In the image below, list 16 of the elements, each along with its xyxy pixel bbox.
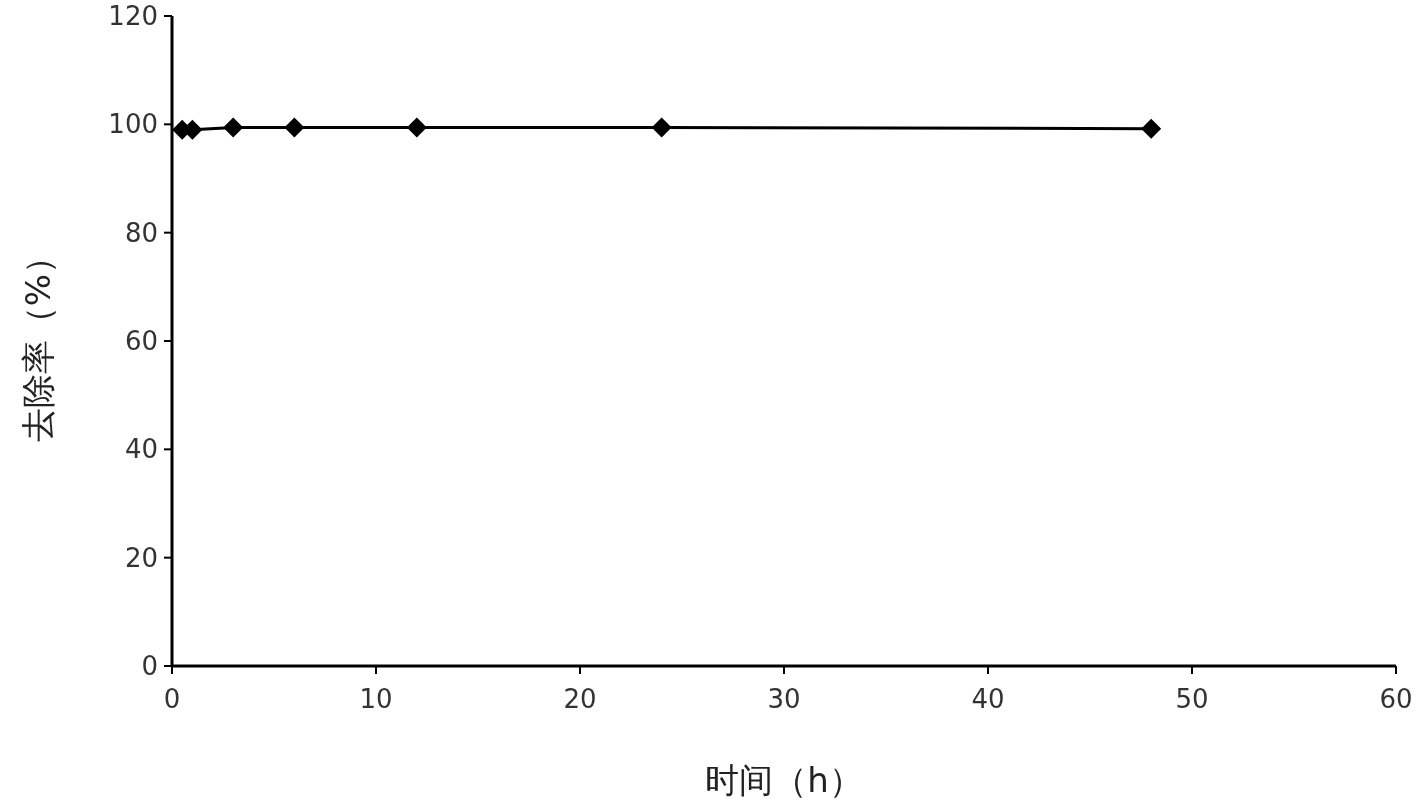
y-tick-label: 40 xyxy=(124,434,158,465)
y-axis-title: 去除率（%） xyxy=(18,239,58,443)
y-tick-label: 100 xyxy=(108,109,158,140)
x-tick-label: 40 xyxy=(971,684,1005,714)
x-axis-title: 时间（h） xyxy=(705,760,863,800)
x-tick-label: 20 xyxy=(563,684,597,714)
y-tick-label: 120 xyxy=(108,1,158,31)
x-tick-label: 0 xyxy=(163,684,181,714)
y-tick-label: 60 xyxy=(124,326,158,356)
x-tick-label: 30 xyxy=(767,684,801,714)
x-tick-label: 10 xyxy=(359,684,393,714)
x-tick-label: 60 xyxy=(1379,684,1413,714)
x-tick-label: 50 xyxy=(1175,684,1209,714)
y-tick-label: 20 xyxy=(124,542,158,573)
y-tick-label: 80 xyxy=(124,217,158,248)
y-tick-label: 0 xyxy=(141,651,158,681)
